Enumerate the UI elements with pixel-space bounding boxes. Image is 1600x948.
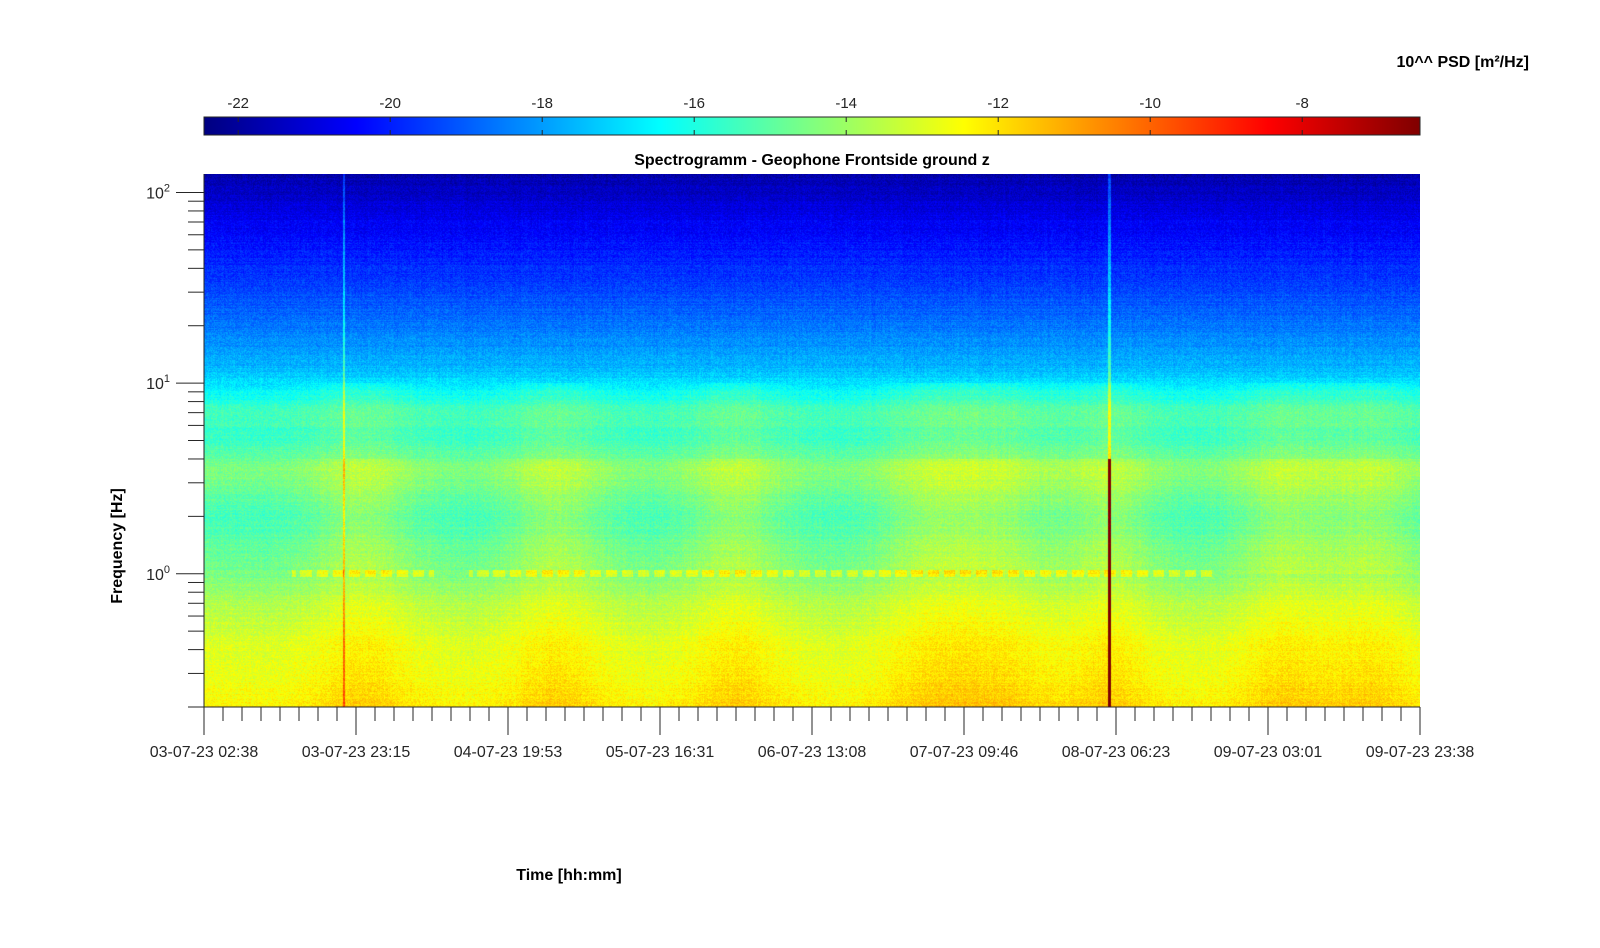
- chart-title: Spectrogramm - Geophone Frontside ground…: [634, 152, 990, 169]
- colorbar-ticks: -22 -20 -18 -16 -14 -12 -10 -8: [227, 95, 1309, 135]
- x-tick-label: 04-07-23 19:53: [454, 744, 563, 761]
- x-tick-label: 07-07-23 09:46: [910, 744, 1019, 761]
- x-tick-label: 08-07-23 06:23: [1062, 744, 1171, 761]
- colorbar-tick-label: -10: [1139, 95, 1161, 112]
- x-tick-label: 03-07-23 23:15: [302, 744, 411, 761]
- spectrogram-plot-area: [204, 174, 1420, 707]
- x-axis-label: Time [hh:mm]: [516, 867, 621, 884]
- colorbar-tick-label: -22: [227, 95, 249, 112]
- colorbar-tick-label: -12: [987, 95, 1009, 112]
- spectrogram-image: [204, 174, 1420, 707]
- y-axis: 100 101 102: [146, 174, 205, 708]
- colorbar: [203, 116, 1421, 136]
- y-tick-label: 101: [146, 373, 170, 393]
- x-axis: 03-07-23 02:38 03-07-23 23:15 04-07-23 19:…: [150, 706, 1475, 761]
- y-tick-label: 100: [146, 564, 170, 584]
- x-tick-label: 03-07-23 02:38: [150, 744, 259, 761]
- y-axis-label: Frequency [Hz]: [109, 488, 126, 604]
- colorbar-tick-label: -14: [835, 95, 857, 112]
- colorbar-tick-label: -16: [683, 95, 705, 112]
- x-tick-label: 05-07-23 16:31: [606, 744, 715, 761]
- y-tick-label: 102: [146, 182, 170, 202]
- colorbar-tick-label: -18: [531, 95, 553, 112]
- x-tick-label: 06-07-23 13:08: [758, 744, 867, 761]
- colorbar-label: 10^^ PSD [m²/Hz]: [1397, 54, 1529, 71]
- x-tick-label: 09-07-23 23:38: [1366, 744, 1475, 761]
- colorbar-tick-label: -8: [1296, 95, 1309, 112]
- x-tick-label: 09-07-23 03:01: [1214, 744, 1323, 761]
- colorbar-tick-label: -20: [379, 95, 401, 112]
